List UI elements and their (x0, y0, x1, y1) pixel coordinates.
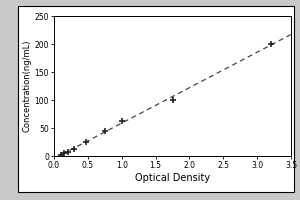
Y-axis label: Concentration(ng/mL): Concentration(ng/mL) (23, 40, 32, 132)
X-axis label: Optical Density: Optical Density (135, 173, 210, 183)
